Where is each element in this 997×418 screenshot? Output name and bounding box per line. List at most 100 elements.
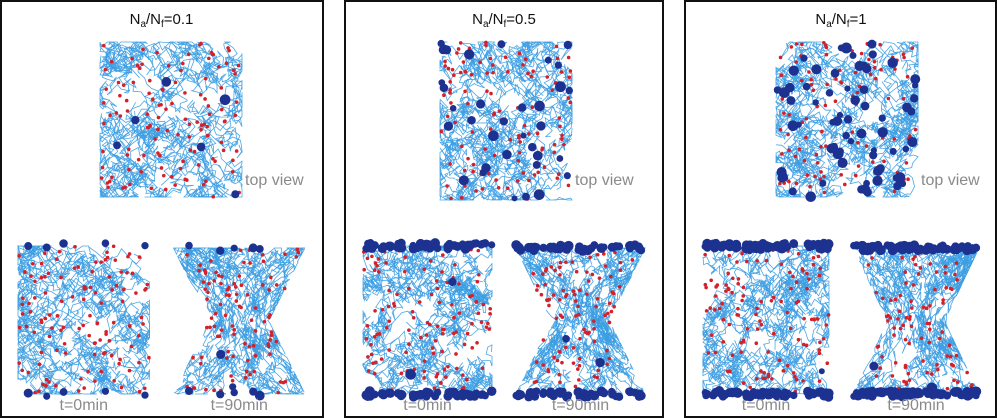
crosslinker (896, 317, 900, 321)
crosslinker (550, 88, 554, 92)
crosslinker (560, 70, 564, 74)
crosslinker (148, 79, 152, 83)
crosslinker (823, 191, 827, 195)
crosslinker (160, 166, 164, 170)
motor (867, 40, 876, 49)
crosslinker (446, 115, 450, 119)
crosslinker (204, 271, 208, 275)
crosslinker (797, 338, 801, 342)
crosslinker (115, 284, 119, 288)
fiber (206, 42, 237, 73)
crosslinker (161, 88, 165, 92)
crosslinker (212, 279, 216, 283)
crosslinker (498, 109, 502, 113)
crosslinker (955, 261, 959, 265)
crosslinker (252, 370, 256, 374)
crosslinker (631, 258, 635, 262)
motor (848, 138, 854, 144)
motor (879, 114, 886, 121)
crosslinker (55, 348, 59, 352)
crosslinker (865, 144, 869, 148)
crosslinker (905, 381, 909, 385)
crosslinker (403, 270, 407, 274)
crosslinker (125, 271, 129, 275)
crosslinker (558, 380, 562, 384)
motor (459, 241, 467, 249)
motor (872, 176, 882, 186)
crosslinker (262, 259, 266, 263)
crosslinker (533, 173, 537, 177)
crosslinker (857, 164, 861, 168)
motor (789, 65, 799, 75)
crosslinker (254, 306, 258, 310)
crosslinker (603, 314, 607, 318)
crosslinker (471, 130, 475, 134)
motor (844, 86, 850, 92)
crosslinker (935, 363, 939, 367)
crosslinker (860, 52, 864, 56)
motor (725, 388, 734, 397)
motor (772, 243, 780, 251)
crosslinker (127, 148, 131, 152)
crosslinker (477, 311, 481, 315)
crosslinker (904, 366, 908, 370)
crosslinker (440, 350, 444, 354)
motor (528, 143, 537, 152)
crosslinker (213, 325, 217, 329)
crosslinker (115, 111, 119, 115)
crosslinker (529, 75, 533, 79)
motor (131, 116, 139, 124)
crosslinker (242, 261, 246, 265)
crosslinker (219, 303, 223, 307)
crosslinker (443, 60, 447, 64)
crosslinker (576, 367, 580, 371)
motor (829, 119, 836, 126)
motor (817, 242, 826, 251)
crosslinker (149, 186, 153, 190)
crosslinker (73, 266, 77, 270)
crosslinker (807, 70, 811, 74)
crosslinker (560, 133, 564, 137)
crosslinker (610, 310, 614, 314)
crosslinker (572, 289, 576, 293)
fiber (269, 355, 304, 392)
motor (564, 41, 572, 49)
crosslinker (110, 288, 114, 292)
crosslinker (790, 45, 794, 49)
motor (907, 246, 915, 254)
crosslinker (955, 354, 959, 358)
crosslinker (275, 283, 279, 287)
crosslinker (591, 273, 595, 277)
crosslinker (516, 179, 520, 183)
crosslinker (17, 361, 21, 365)
motor (903, 146, 910, 153)
crosslinker (33, 391, 37, 395)
crosslinker (893, 190, 897, 194)
crosslinker (506, 186, 510, 190)
crosslinker (955, 278, 959, 282)
crosslinker (569, 69, 573, 73)
crosslinker (779, 56, 783, 60)
crosslinker (44, 291, 48, 295)
motor (877, 388, 887, 398)
crosslinker (100, 176, 104, 180)
crosslinker (458, 311, 462, 315)
crosslinker (99, 301, 103, 305)
crosslinker (103, 351, 107, 355)
crosslinker (759, 369, 763, 373)
crosslinker (574, 314, 578, 318)
crosslinker (208, 113, 212, 117)
crosslinker (612, 305, 616, 309)
motor (566, 87, 573, 94)
crosslinker (59, 276, 63, 280)
motor (855, 63, 862, 70)
crosslinker (440, 130, 444, 134)
title-part: N (815, 11, 826, 28)
crosslinker (119, 114, 123, 118)
motor (24, 389, 33, 398)
crosslinker (40, 262, 44, 266)
crosslinker (940, 330, 944, 334)
crosslinker (203, 287, 207, 291)
crosslinker (95, 322, 99, 326)
crosslinker (147, 92, 151, 96)
